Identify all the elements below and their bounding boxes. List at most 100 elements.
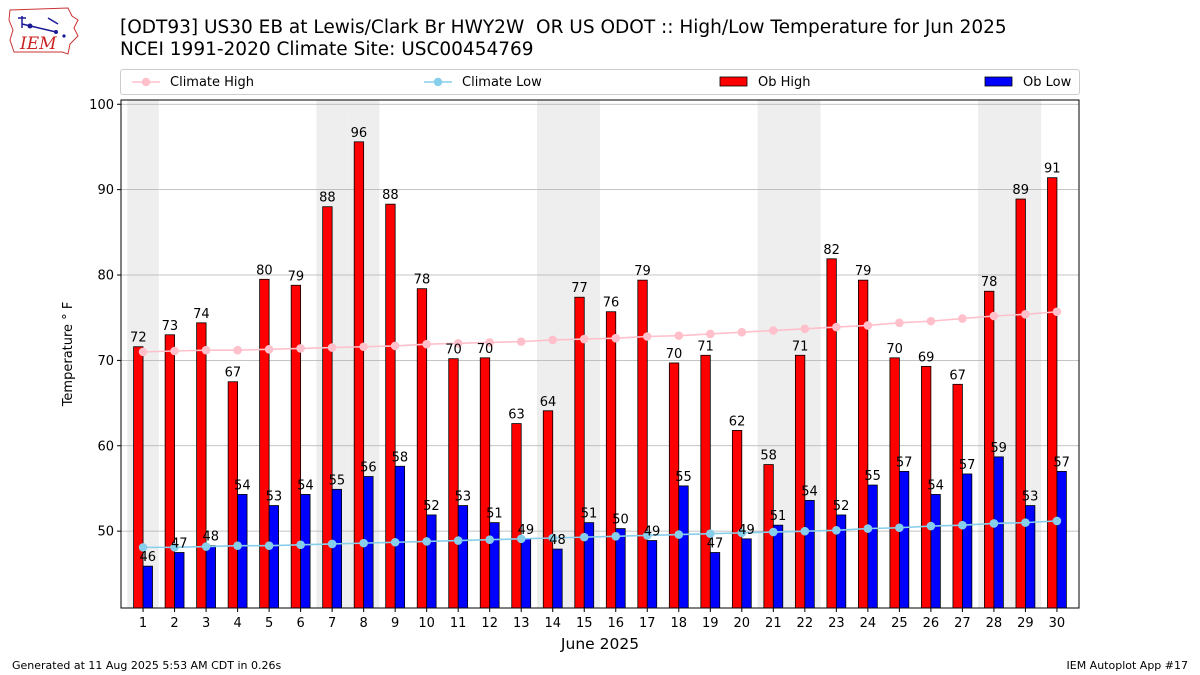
ob-low-label: 57 — [896, 455, 913, 470]
climate-low-point — [895, 523, 904, 533]
ob-high-label: 79 — [634, 264, 651, 279]
climate-low-point — [170, 543, 179, 552]
climate-high-point — [832, 322, 841, 332]
ob-high-label: 67 — [225, 366, 242, 381]
ob-low-bar — [268, 505, 279, 609]
ob-low-bar — [867, 484, 878, 609]
legend-label-climate-high: Climate High — [170, 74, 255, 90]
climate-high-point — [1021, 309, 1030, 319]
climate-low-point — [1052, 516, 1062, 526]
ob-low-label: 54 — [297, 478, 314, 493]
ob-low-label: 49 — [644, 525, 661, 540]
climate-high-point — [705, 329, 715, 339]
ob-low-label: 49 — [738, 523, 755, 538]
ob-low-bar — [205, 545, 216, 609]
climate-high-point — [296, 344, 305, 353]
climate-high-point — [170, 346, 179, 356]
climate-high-point — [548, 335, 558, 345]
legend-item-ob-low: Ob Low — [984, 73, 1071, 91]
title-line-1: [ODT93] US30 EB at Lewis/Clark Br HWY2W … — [120, 17, 1007, 38]
x-tick-label: 6 — [296, 616, 304, 631]
ob-high-label: 71 — [697, 339, 714, 354]
climate-high-point — [611, 333, 621, 343]
ob-high-bar — [668, 362, 680, 609]
x-tick-label: 27 — [954, 616, 971, 631]
ob-high-label: 76 — [603, 296, 620, 311]
ob-low-label: 53 — [266, 490, 283, 505]
x-tick-label: 5 — [265, 616, 273, 631]
ob-high-bar — [574, 296, 585, 609]
x-tick-label: 28 — [986, 616, 1003, 631]
climate-low-point — [327, 539, 337, 549]
climate-low-point — [926, 521, 936, 531]
x-tick-label: 9 — [391, 616, 399, 631]
climate-low-point — [958, 520, 967, 530]
climate-low-point — [516, 534, 526, 544]
x-tick-label: 30 — [1049, 616, 1066, 631]
climate-low-point — [642, 531, 652, 540]
climate-low-point — [800, 526, 810, 536]
x-tick-label: 8 — [360, 616, 368, 631]
climate-low-point — [359, 538, 368, 548]
ob-low-bar — [300, 494, 311, 609]
climate-high-point — [390, 341, 400, 351]
iem-logo: IEM — [8, 6, 82, 58]
ob-low-label: 51 — [486, 507, 503, 522]
ob-high-label: 67 — [949, 368, 966, 383]
ob-high-bar — [353, 141, 365, 609]
ob-high-bar — [542, 410, 554, 609]
ob-high-label: 72 — [130, 331, 147, 346]
x-axis-label: June 2025 — [560, 635, 639, 653]
ob-low-bar — [174, 552, 185, 609]
x-tick-label: 13 — [513, 616, 530, 631]
ob-high-label: 88 — [382, 188, 399, 203]
x-tick-label: 14 — [544, 616, 561, 631]
climate-high-point — [989, 311, 999, 321]
ob-low-label: 54 — [927, 478, 944, 493]
x-tick-label: 29 — [1017, 616, 1034, 631]
x-tick-label: 16 — [607, 616, 624, 631]
page-title: [ODT93] US30 EB at Lewis/Clark Br HWY2W … — [120, 17, 1007, 61]
ob-high-bar — [700, 354, 711, 609]
ob-low-bar — [552, 548, 563, 609]
x-tick-label: 17 — [639, 616, 656, 631]
ob-high-bar — [133, 346, 144, 609]
ob-low-label: 55 — [864, 469, 881, 484]
climate-high-point — [800, 324, 810, 334]
logo-text: IEM — [20, 34, 57, 54]
ob-high-bar — [448, 358, 459, 609]
ob-high-bar — [605, 311, 617, 609]
climate-low-point — [674, 530, 684, 539]
ob-high-label: 74 — [193, 307, 210, 322]
x-tick-label: 1 — [139, 616, 147, 631]
ob-high-bar — [196, 322, 207, 609]
climate-low-point — [705, 529, 715, 539]
x-tick-label: 24 — [860, 616, 877, 631]
y-tick-label: 90 — [97, 183, 114, 198]
ob-low-bar — [646, 540, 658, 609]
legend-label-ob-low: Ob Low — [1023, 74, 1072, 90]
ob-high-label: 73 — [162, 319, 179, 334]
climate-low-point — [611, 531, 621, 541]
ob-high-bar — [227, 381, 238, 609]
climate-high-point — [579, 334, 589, 344]
x-tick-label: 7 — [328, 616, 336, 631]
x-tick-label: 26 — [923, 616, 940, 631]
climate-high-point — [516, 337, 526, 346]
ob-high-label: 70 — [477, 342, 494, 357]
ob-low-bar — [962, 473, 973, 609]
ob-low-label: 47 — [707, 537, 724, 552]
climate-high-line — [143, 310, 1058, 353]
ob-high-label: 69 — [918, 350, 935, 365]
ob-high-bar — [1015, 198, 1026, 609]
ob-low-label: 55 — [329, 473, 346, 488]
ob-low-bar — [772, 524, 784, 609]
climate-high-point — [233, 345, 242, 355]
climate-high-point — [674, 331, 684, 340]
ob-high-label: 62 — [729, 414, 746, 429]
climate-high-point — [926, 316, 936, 326]
climate-low-point — [769, 527, 778, 537]
climate-low-point — [201, 542, 211, 551]
ob-low-label: 49 — [518, 523, 535, 538]
ob-high-label: 80 — [256, 263, 273, 278]
